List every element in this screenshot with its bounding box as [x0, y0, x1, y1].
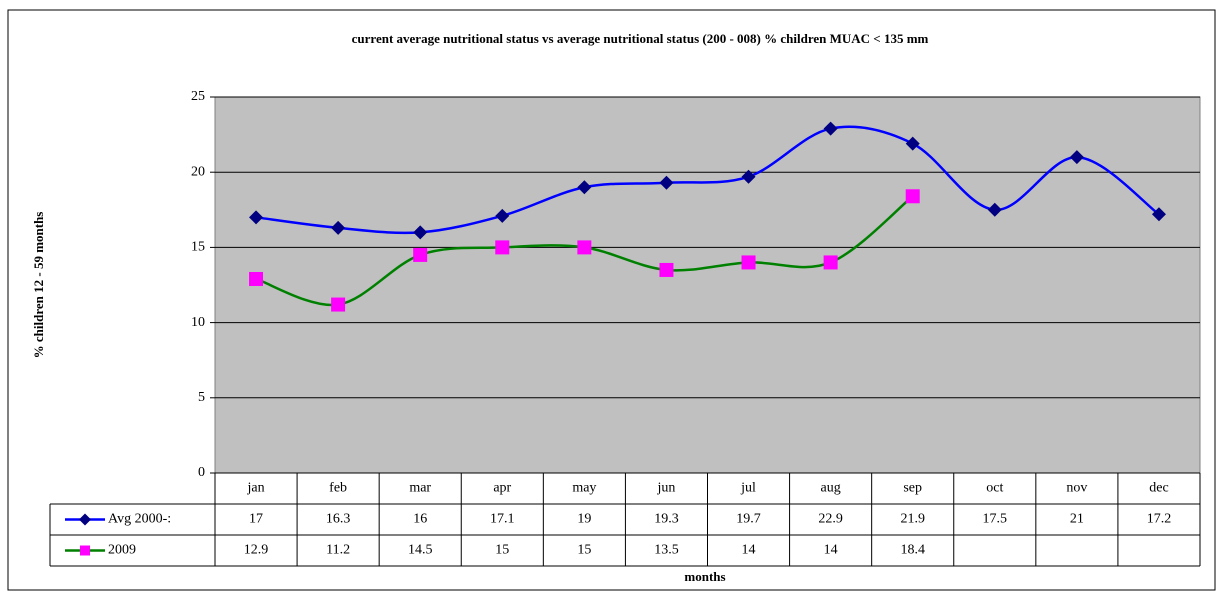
table-value: 16.3 — [326, 512, 351, 527]
x-tick-label: sep — [903, 481, 922, 496]
marker — [495, 208, 510, 223]
chart-title: current average nutritional status vs av… — [352, 31, 929, 46]
marker — [1069, 150, 1084, 165]
table-value: 12.9 — [244, 543, 269, 558]
x-tick-label: jan — [246, 481, 264, 496]
x-tick-label: apr — [493, 481, 511, 496]
table-value: 14.5 — [408, 543, 433, 558]
y-axis-label: % children 12 - 59 months — [31, 212, 46, 359]
x-tick-label: aug — [821, 481, 841, 496]
y-tick-label: 5 — [198, 390, 205, 405]
table-value: 15 — [577, 543, 591, 558]
table-value: 14 — [824, 543, 838, 558]
x-tick-label: jun — [657, 481, 676, 496]
table-value: 13.5 — [654, 543, 679, 558]
marker — [987, 202, 1002, 217]
table-value: 11.2 — [326, 543, 350, 558]
table-value: 21 — [1070, 512, 1084, 527]
marker — [331, 297, 346, 312]
table-value: 16 — [413, 512, 427, 527]
marker — [1151, 207, 1166, 222]
marker — [823, 121, 838, 136]
y-tick-label: 25 — [191, 89, 205, 104]
y-tick-label: 0 — [198, 465, 205, 480]
table-value: 17 — [249, 512, 263, 527]
legend-marker — [80, 545, 90, 556]
legend-label: Avg 2000-: — [108, 512, 171, 527]
x-tick-label: nov — [1066, 481, 1087, 496]
marker — [413, 247, 428, 262]
table-value: 15 — [495, 543, 509, 558]
table-value: 18.4 — [900, 543, 925, 558]
table-value: 19.7 — [736, 512, 761, 527]
x-tick-label: may — [572, 481, 596, 496]
table-value: 19 — [577, 512, 591, 527]
marker — [577, 240, 592, 255]
x-tick-label: dec — [1149, 481, 1168, 496]
marker — [905, 136, 920, 151]
legend-marker — [79, 513, 91, 526]
table-value: 22.9 — [818, 512, 843, 527]
marker — [249, 271, 264, 286]
table-value: 21.9 — [900, 512, 925, 527]
marker — [413, 225, 428, 240]
marker — [659, 262, 674, 277]
plot-area — [214, 96, 1201, 474]
y-tick-label: 20 — [191, 164, 205, 179]
x-axis-label: months — [684, 569, 725, 584]
y-tick-label: 15 — [191, 240, 205, 255]
marker — [741, 255, 756, 270]
legend-label: 2009 — [108, 543, 136, 558]
marker — [249, 210, 264, 225]
x-tick-label: jul — [740, 481, 756, 496]
y-tick-label: 10 — [191, 315, 205, 330]
x-tick-label: feb — [329, 481, 347, 496]
table-value: 19.3 — [654, 512, 679, 527]
table-value: 14 — [742, 543, 756, 558]
table-value: 17.2 — [1147, 512, 1172, 527]
marker — [331, 220, 346, 235]
x-tick-label: mar — [409, 481, 431, 496]
table-value: 17.5 — [983, 512, 1008, 527]
table-value: 17.1 — [490, 512, 515, 527]
marker — [741, 169, 756, 184]
x-tick-label: oct — [986, 481, 1003, 496]
marker — [905, 189, 920, 204]
marker — [495, 240, 510, 255]
marker — [659, 175, 674, 190]
marker — [823, 255, 838, 270]
marker — [577, 180, 592, 195]
